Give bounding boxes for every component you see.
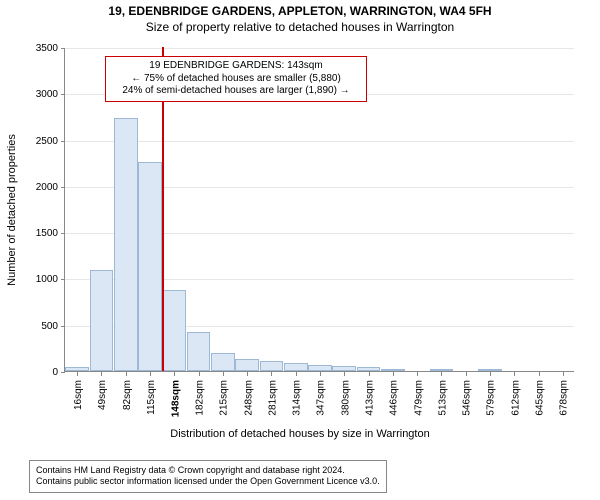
histogram-bar xyxy=(332,366,356,371)
x-axis-label: Distribution of detached houses by size … xyxy=(0,428,600,440)
histogram-bar xyxy=(211,353,235,371)
y-tick-label: 2500 xyxy=(36,136,58,147)
annotation-line: 24% of semi-detached houses are larger (… xyxy=(112,85,360,98)
x-tick-label: 248sqm xyxy=(243,380,254,416)
y-tick-label: 500 xyxy=(41,321,58,332)
x-tick-label: 678sqm xyxy=(559,380,570,416)
x-tick-label: 215sqm xyxy=(219,380,230,416)
histogram-bar xyxy=(187,332,211,371)
annotation-box: 19 EDENBRIDGE GARDENS: 143sqm← 75% of de… xyxy=(105,56,367,102)
x-tick-label: 645sqm xyxy=(535,380,546,416)
x-tick-label: 314sqm xyxy=(292,380,303,416)
histogram-bar xyxy=(235,359,259,371)
footer-attribution: Contains HM Land Registry data © Crown c… xyxy=(29,460,387,493)
histogram-bar xyxy=(138,162,162,371)
histogram-bar xyxy=(478,369,502,371)
y-tick-label: 0 xyxy=(52,367,58,378)
histogram-bar xyxy=(90,270,114,371)
histogram-bar xyxy=(430,369,454,371)
x-tick-label: 16sqm xyxy=(73,380,84,410)
y-tick-label: 3500 xyxy=(36,43,58,54)
x-tick-label: 513sqm xyxy=(437,380,448,416)
histogram-bar xyxy=(381,369,405,371)
x-tick-label: 82sqm xyxy=(122,380,133,410)
histogram-bar xyxy=(162,290,186,371)
histogram-bar xyxy=(114,118,138,371)
y-axis-label: Number of detached properties xyxy=(6,134,18,286)
histogram-bar xyxy=(308,365,332,371)
x-tick-label: 380sqm xyxy=(340,380,351,416)
y-tick-label: 2000 xyxy=(36,182,58,193)
histogram-bar xyxy=(260,361,284,371)
histogram-bar xyxy=(65,367,89,371)
x-tick-label: 115sqm xyxy=(146,380,157,415)
page-subtitle: Size of property relative to detached ho… xyxy=(0,18,600,34)
y-tick-label: 1000 xyxy=(36,274,58,285)
footer-line: Contains public sector information licen… xyxy=(36,476,380,487)
x-tick-label: 579sqm xyxy=(486,380,497,416)
x-tick-label: 546sqm xyxy=(462,380,473,416)
y-tick-label: 3000 xyxy=(36,89,58,100)
x-tick-label: 612sqm xyxy=(510,380,521,416)
annotation-line: 19 EDENBRIDGE GARDENS: 143sqm xyxy=(112,60,360,73)
annotation-line: ← 75% of detached houses are smaller (5,… xyxy=(112,73,360,86)
x-tick-label: 479sqm xyxy=(413,380,424,416)
x-tick-label: 182sqm xyxy=(195,380,206,416)
grid-line xyxy=(65,141,574,142)
x-tick-label: 347sqm xyxy=(316,380,327,416)
page-title: 19, EDENBRIDGE GARDENS, APPLETON, WARRIN… xyxy=(0,0,600,18)
x-tick-label: 49sqm xyxy=(97,380,108,410)
histogram-bar xyxy=(357,367,381,371)
x-tick-label: 281sqm xyxy=(267,380,278,416)
footer-line: Contains HM Land Registry data © Crown c… xyxy=(36,465,380,476)
histogram-bar xyxy=(284,363,308,371)
x-tick-label: 148sqm xyxy=(170,380,181,417)
y-tick-label: 1500 xyxy=(36,228,58,239)
x-tick-label: 413sqm xyxy=(365,380,376,416)
grid-line xyxy=(65,48,574,49)
x-tick-label: 446sqm xyxy=(389,380,400,416)
